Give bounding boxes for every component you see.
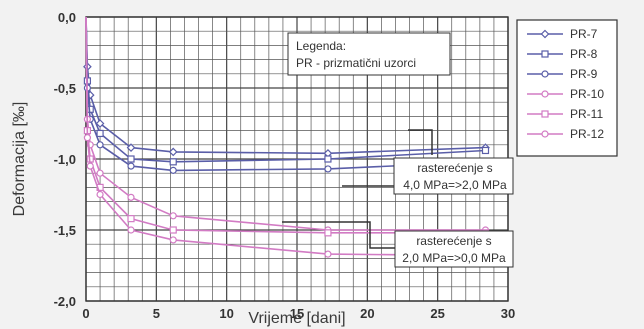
x-tick-label: 0 <box>82 306 89 321</box>
data-point-pr-9 <box>127 162 135 170</box>
annotation-1-line-1: rasterećenje s <box>417 161 492 175</box>
data-point-pr-7 <box>95 119 105 128</box>
data-point-pr-9 <box>96 141 104 149</box>
legend-label: PR-9 <box>570 67 598 81</box>
data-point-pr-12 <box>127 226 135 234</box>
x-tick-label: 25 <box>430 306 444 321</box>
x-tick-label: 5 <box>153 306 160 321</box>
legend-label: PR-12 <box>570 127 604 141</box>
legend-label: PR-7 <box>570 27 598 41</box>
y-tick-label: -0,5 <box>54 81 76 96</box>
data-point-pr-8 <box>96 129 104 138</box>
data-point-pr-7 <box>126 143 136 152</box>
data-point-pr-8 <box>481 146 490 155</box>
data-point-pr-7 <box>168 147 178 157</box>
y-axis-title: Deformacija [‰] <box>11 102 28 217</box>
data-point-pr-9 <box>169 166 177 174</box>
legend-item-pr-11: PR-11 <box>527 107 603 121</box>
x-tick-label: 15 <box>290 306 304 321</box>
data-point-pr-10 <box>96 169 104 177</box>
y-tick-label: -1,0 <box>54 152 76 167</box>
series-group <box>83 16 490 260</box>
legend-note-line-1: Legenda: <box>296 39 346 53</box>
legend-item-pr-9: PR-9 <box>527 67 598 81</box>
annotation-1-line-2: 4,0 MPa=>2,0 MPa <box>403 178 507 192</box>
data-point-pr-8 <box>324 155 332 163</box>
data-point-pr-12 <box>96 190 104 199</box>
legend-marker <box>541 130 549 138</box>
x-tick-label: 20 <box>360 306 374 321</box>
legend-item-pr-8: PR-8 <box>527 47 598 61</box>
data-point-pr-11 <box>127 215 135 223</box>
legend-marker <box>541 90 549 98</box>
data-point-pr-11 <box>324 229 332 237</box>
annotation-2-line-1: rasterećenje s <box>416 234 491 248</box>
series-line-pr-12 <box>85 16 486 257</box>
legend-label: PR-10 <box>570 87 604 101</box>
y-tick-label: 0,0 <box>58 10 76 25</box>
legend-marker <box>541 110 549 118</box>
data-point-pr-8 <box>127 155 135 163</box>
legend-item-pr-7: PR-7 <box>527 27 598 41</box>
series-pr-12 <box>83 16 490 260</box>
legend-label: PR-11 <box>570 107 603 121</box>
legend-marker <box>541 50 549 58</box>
data-point-pr-11 <box>169 226 177 234</box>
legend-item-pr-12: PR-12 <box>527 127 604 141</box>
legend-note-line-2: PR - prizmatični uzorci <box>296 56 416 70</box>
data-point-pr-12 <box>324 250 332 258</box>
x-axis-title: Vrijeme [dani] <box>248 310 345 327</box>
legend: PR-7 PR-8 PR-9 PR-10 PR-11 PR-12 <box>516 19 618 157</box>
annotation-2-line-2: 2,0 MPa=>0,0 MPa <box>402 251 506 265</box>
data-point-pr-10 <box>169 212 177 220</box>
y-tick-label: -1,5 <box>54 223 76 238</box>
legend-note-box: Legenda: PR - prizmatični uzorci <box>287 32 451 76</box>
y-tick-label: -2,0 <box>54 294 76 309</box>
data-point-pr-12 <box>169 236 177 244</box>
legend-label: PR-8 <box>570 47 598 61</box>
legend-marker <box>540 29 550 39</box>
tick-labels: 0 5 10 15 20 25 30 0,0 -0,5 -1,0 -1,5 -2,0 <box>54 10 516 321</box>
data-point-pr-12 <box>83 134 92 142</box>
legend-marker <box>541 70 549 78</box>
annotation-unloading-2: rasterećenje s 2,0 MPa=>0,0 MPa <box>282 221 514 268</box>
data-point-pr-9 <box>324 165 332 173</box>
x-tick-label: 30 <box>501 306 515 321</box>
series-line-pr-9 <box>85 16 486 172</box>
data-point-pr-12 <box>86 162 94 170</box>
legend-item-pr-10: PR-10 <box>527 87 604 101</box>
data-point-pr-8 <box>169 158 177 166</box>
x-tick-label: 10 <box>219 306 233 321</box>
data-point-pr-10 <box>127 193 135 201</box>
annotation-unloading-1: rasterećenje s 4,0 MPa=>2,0 MPa <box>342 129 514 195</box>
